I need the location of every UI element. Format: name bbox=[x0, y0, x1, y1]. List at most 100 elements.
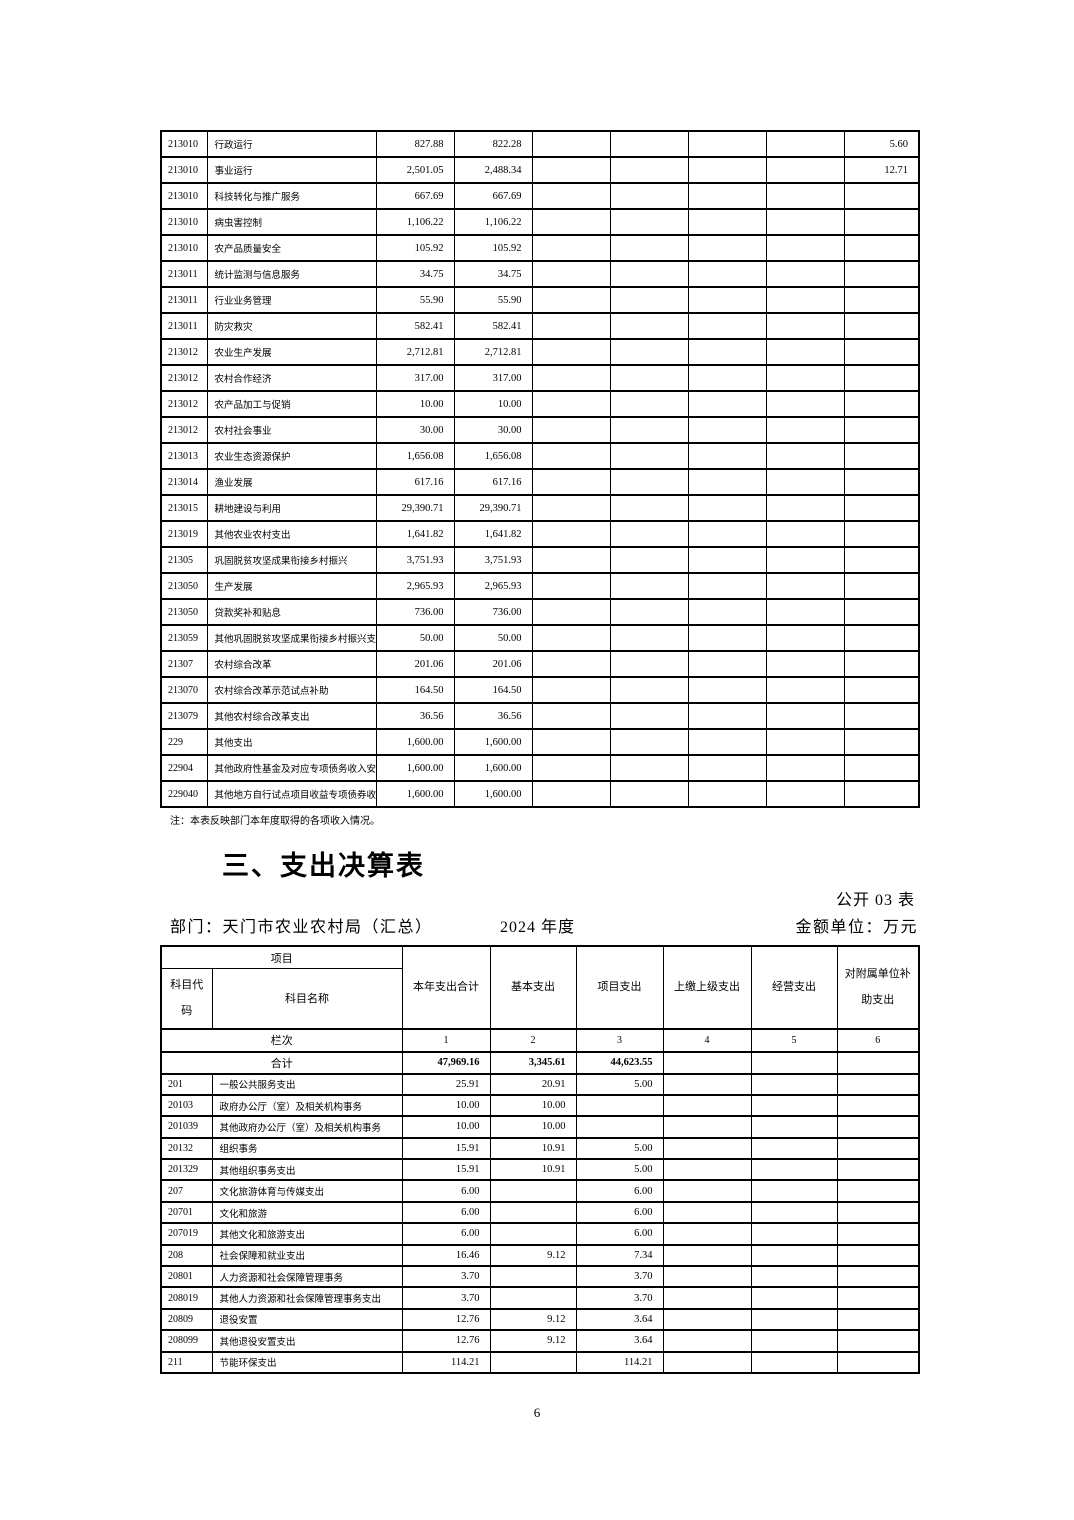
value-cell bbox=[687, 754, 767, 782]
value-cell: 164.50 bbox=[375, 676, 455, 704]
subject-code-cell: 213013 bbox=[160, 442, 208, 470]
column-index-cell: 1 bbox=[401, 1027, 491, 1053]
subject-code-cell: 213010 bbox=[160, 156, 208, 184]
value-cell bbox=[662, 1072, 752, 1096]
value-cell: 6.00 bbox=[401, 1179, 491, 1203]
value-cell bbox=[687, 598, 767, 626]
value-cell bbox=[531, 546, 611, 574]
value-cell bbox=[687, 676, 767, 704]
value-cell bbox=[531, 390, 611, 418]
value-cell: 5.60 bbox=[843, 130, 920, 158]
value-cell bbox=[687, 130, 767, 158]
value-cell bbox=[687, 546, 767, 574]
value-cell bbox=[765, 182, 845, 210]
table-row: 229040 其他地方自行试点项目收益专项债券收 1,600.00 1,600.00 bbox=[160, 780, 920, 808]
value-cell bbox=[765, 754, 845, 782]
subject-code-cell: 213010 bbox=[160, 182, 208, 210]
table-row: 211 节能环保支出 114.21 114.21 bbox=[160, 1350, 920, 1374]
column-index-cell: 5 bbox=[750, 1027, 838, 1053]
subject-name-cell: 其他政府办公厅（室）及相关机构事务 bbox=[211, 1115, 403, 1139]
subject-name-cell: 其他巩固脱贫攻坚成果衔接乡村振兴支 bbox=[206, 624, 377, 652]
table-row: 213019 其他农业农村支出 1,641.82 1,641.82 bbox=[160, 520, 920, 548]
value-cell bbox=[750, 1329, 838, 1353]
value-cell bbox=[843, 572, 920, 600]
value-cell bbox=[687, 780, 767, 808]
value-cell bbox=[531, 650, 611, 678]
value-cell bbox=[765, 234, 845, 262]
table-row: 213015 耕地建设与利用 29,390.71 29,390.71 bbox=[160, 494, 920, 522]
value-cell: 30.00 bbox=[453, 416, 533, 444]
value-cell bbox=[765, 442, 845, 470]
subject-name-cell: 农村综合改革 bbox=[206, 650, 377, 678]
value-cell: 55.90 bbox=[375, 286, 455, 314]
subject-name-cell: 其他政府性基金及对应专项债务收入安 bbox=[206, 754, 377, 782]
value-cell: 3.70 bbox=[401, 1264, 491, 1289]
value-cell bbox=[765, 494, 845, 522]
subject-name-cell: 农产品质量安全 bbox=[206, 234, 377, 262]
value-cell bbox=[843, 546, 920, 574]
value-cell bbox=[836, 1222, 920, 1246]
subject-name-cell: 农村合作经济 bbox=[206, 364, 377, 392]
value-cell bbox=[489, 1222, 577, 1246]
value-cell bbox=[843, 442, 920, 470]
value-cell bbox=[750, 1264, 838, 1289]
value-cell bbox=[750, 1158, 838, 1182]
value-cell bbox=[843, 494, 920, 522]
header-upper-level-expense: 上缴上级支出 bbox=[662, 945, 752, 1030]
value-cell: 317.00 bbox=[375, 364, 455, 392]
subject-name-cell: 其他农业农村支出 bbox=[206, 520, 377, 548]
value-cell bbox=[765, 338, 845, 366]
value-cell bbox=[531, 234, 611, 262]
value-cell bbox=[750, 1222, 838, 1246]
value-cell bbox=[843, 520, 920, 548]
subject-code-cell: 207 bbox=[160, 1179, 213, 1203]
header-project-expense: 项目支出 bbox=[575, 945, 664, 1030]
subject-code-cell: 229 bbox=[160, 728, 208, 756]
value-cell: 10.00 bbox=[489, 1115, 577, 1139]
value-cell bbox=[609, 208, 689, 236]
subject-code-cell: 213011 bbox=[160, 286, 208, 314]
subject-name-cell: 生产发展 bbox=[206, 572, 377, 600]
subject-name-cell: 防灾救灾 bbox=[206, 312, 377, 340]
value-cell bbox=[609, 286, 689, 314]
table-row: 201329 其他组织事务支出 15.91 10.91 5.00 bbox=[160, 1158, 920, 1182]
total-value-cell: 44,623.55 bbox=[575, 1050, 664, 1075]
header-operating-expense: 经营支出 bbox=[750, 945, 838, 1030]
subject-name-cell: 科技转化与推广服务 bbox=[206, 182, 377, 210]
table-row: 207 文化旅游体育与传媒支出 6.00 6.00 bbox=[160, 1179, 920, 1203]
value-cell bbox=[765, 208, 845, 236]
value-cell bbox=[843, 260, 920, 288]
income-table-body: 213010 行政运行 827.88 822.28 5.60 213010 事业运行 2,50… bbox=[160, 130, 920, 808]
value-cell: 667.69 bbox=[453, 182, 533, 210]
value-cell: 1,656.08 bbox=[453, 442, 533, 470]
value-cell bbox=[843, 780, 920, 808]
value-cell: 5.00 bbox=[575, 1136, 664, 1161]
value-cell: 736.00 bbox=[375, 598, 455, 626]
value-cell bbox=[843, 598, 920, 626]
table-row: 213070 农村综合改革示范试点补助 164.50 164.50 bbox=[160, 676, 920, 704]
total-value-cell: 3,345.61 bbox=[489, 1050, 577, 1075]
value-cell: 6.00 bbox=[575, 1222, 664, 1246]
value-cell bbox=[531, 468, 611, 496]
subject-code-cell: 22904 bbox=[160, 754, 208, 782]
value-cell bbox=[489, 1200, 577, 1225]
value-cell bbox=[609, 442, 689, 470]
value-cell: 1,600.00 bbox=[375, 780, 455, 808]
value-cell bbox=[609, 390, 689, 418]
value-cell bbox=[843, 182, 920, 210]
value-cell bbox=[531, 624, 611, 652]
table-row: 201 一般公共服务支出 25.91 20.91 5.00 bbox=[160, 1072, 920, 1096]
value-cell bbox=[531, 338, 611, 366]
value-cell bbox=[489, 1350, 577, 1374]
subject-name-cell: 人力资源和社会保障管理事务 bbox=[211, 1264, 403, 1289]
value-cell bbox=[765, 780, 845, 808]
value-cell bbox=[531, 728, 611, 756]
subject-name-cell: 其他农村综合改革支出 bbox=[206, 702, 377, 730]
value-cell bbox=[531, 598, 611, 626]
value-cell bbox=[765, 572, 845, 600]
value-cell: 827.88 bbox=[375, 130, 455, 158]
value-cell bbox=[836, 1136, 920, 1161]
subject-code-cell: 20103 bbox=[160, 1093, 213, 1118]
value-cell: 114.21 bbox=[401, 1350, 491, 1374]
value-cell bbox=[687, 286, 767, 314]
